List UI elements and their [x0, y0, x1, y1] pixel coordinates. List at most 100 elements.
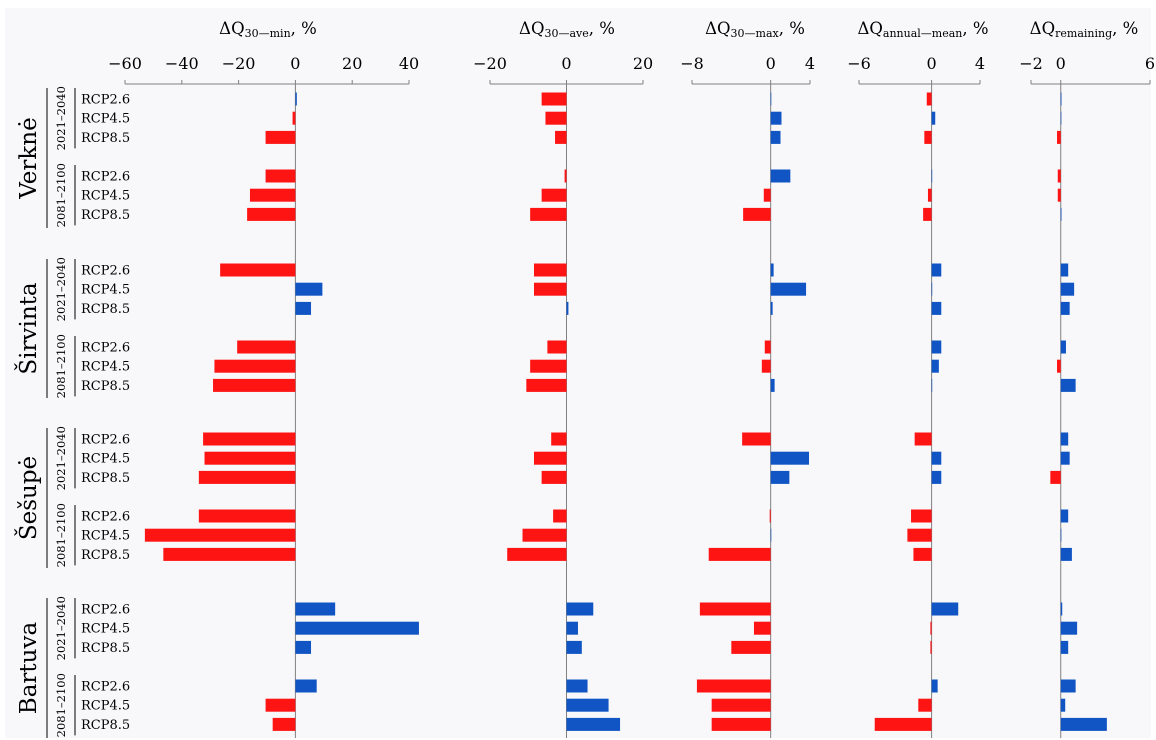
bar — [931, 340, 942, 354]
bar — [931, 282, 933, 296]
tick-label: 20 — [342, 54, 362, 73]
bar — [541, 92, 567, 106]
tick-label: 6 — [1145, 54, 1155, 73]
bar — [931, 378, 933, 392]
bar — [930, 621, 932, 635]
river-label: Širvinta — [15, 282, 42, 375]
tick-label: 0 — [766, 54, 776, 73]
bar — [742, 432, 771, 446]
row-label: RCP2.6 — [81, 93, 130, 108]
tick-label: −40 — [165, 54, 199, 73]
bar — [526, 378, 567, 392]
row-label: RCP4.5 — [81, 699, 130, 714]
bar — [1060, 602, 1063, 616]
bar — [545, 111, 567, 125]
bar — [292, 111, 296, 125]
bar — [770, 470, 790, 484]
tick-label: 20 — [633, 54, 653, 73]
bar — [144, 528, 296, 542]
bar — [272, 717, 296, 731]
row-label: RCP4.5 — [81, 622, 130, 637]
bar — [547, 340, 567, 354]
bar — [265, 169, 296, 183]
bar — [731, 640, 771, 654]
bar — [923, 207, 932, 221]
tick-label: −8 — [680, 54, 704, 73]
bar — [1060, 282, 1075, 296]
bar — [743, 207, 771, 221]
panel-title-unit: , % — [589, 19, 615, 38]
bar — [770, 92, 772, 106]
bar — [1060, 111, 1062, 125]
bar — [1060, 640, 1069, 654]
bar — [247, 207, 296, 221]
row-label: RCP2.6 — [81, 264, 130, 279]
panel-title-main: ΔQ — [519, 19, 544, 38]
bar — [770, 282, 807, 296]
bar — [708, 547, 771, 561]
bar — [770, 169, 791, 183]
bar — [927, 188, 932, 202]
bar — [295, 92, 297, 106]
bar — [711, 698, 771, 712]
bar — [555, 130, 567, 144]
row-label: RCP2.6 — [81, 603, 130, 618]
panel-title-main: ΔQ — [857, 19, 882, 38]
bar — [265, 130, 296, 144]
bar — [566, 602, 594, 616]
period-label: 2081–2100 — [54, 334, 68, 398]
bar — [295, 679, 317, 693]
bar — [566, 717, 621, 731]
period-label: 2081–2100 — [54, 163, 68, 227]
panel-title-main: ΔQ — [705, 19, 730, 38]
bar — [214, 359, 296, 373]
bar — [1060, 621, 1078, 635]
bar — [931, 301, 942, 315]
bar — [295, 602, 336, 616]
bar — [1060, 698, 1066, 712]
row-label: RCP4.5 — [81, 189, 130, 204]
bar — [911, 509, 932, 523]
bar — [533, 263, 567, 277]
bar — [533, 282, 567, 296]
row-label: RCP2.6 — [81, 341, 130, 356]
period-label: 2081–2100 — [54, 673, 68, 737]
panel-title: ΔQ30—max, % — [705, 19, 805, 40]
bar — [566, 679, 588, 693]
bar — [203, 432, 296, 446]
tick-label: 0 — [927, 54, 937, 73]
tick-label: 4 — [805, 54, 815, 73]
bar — [295, 282, 323, 296]
tick-label: 0 — [561, 54, 571, 73]
panel-title: ΔQ30—min, % — [219, 19, 317, 40]
bar — [530, 207, 567, 221]
bar — [551, 432, 567, 446]
bar — [530, 359, 567, 373]
bar — [770, 378, 775, 392]
bar — [770, 528, 772, 542]
row-label: RCP8.5 — [81, 379, 130, 394]
bar — [696, 679, 771, 693]
bar — [931, 111, 936, 125]
panel-title: ΔQ30—ave, % — [519, 19, 615, 40]
bar — [711, 717, 771, 731]
bar — [553, 509, 567, 523]
bar — [249, 188, 296, 202]
bar — [1060, 92, 1062, 106]
row-label: RCP2.6 — [81, 510, 130, 525]
bar — [1060, 679, 1076, 693]
tick-label: 4 — [975, 54, 985, 73]
panel-title-unit: , % — [779, 19, 805, 38]
tick-label: 0 — [1056, 54, 1066, 73]
panel-title-main: ΔQ — [1030, 19, 1055, 38]
bar — [198, 470, 296, 484]
panel-title-subscript: 30—max — [731, 27, 780, 40]
panel-title: ΔQannual—mean, % — [857, 19, 988, 40]
bar — [931, 451, 942, 465]
bar — [770, 130, 781, 144]
bar — [699, 602, 771, 616]
tick-label: 40 — [399, 54, 419, 73]
bar — [1060, 207, 1062, 221]
bar — [914, 432, 932, 446]
